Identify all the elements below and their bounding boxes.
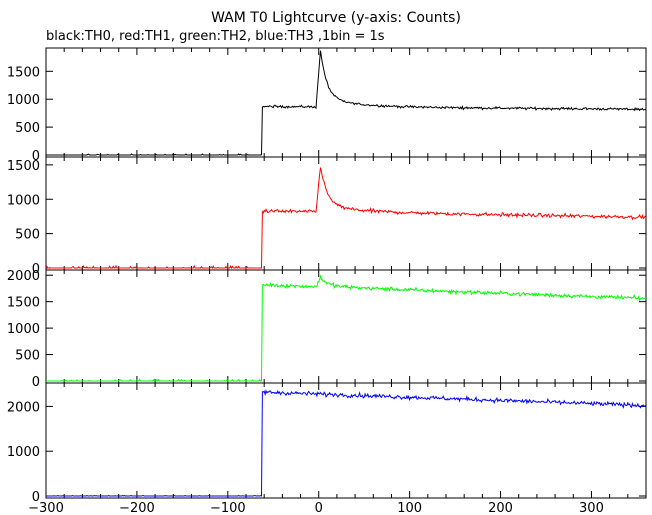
series-line-th3 (46, 389, 647, 497)
panels-group: 0500100015000500100015000500100015002000… (7, 47, 647, 515)
chart-subtitle: black:TH0, red:TH1, green:TH2, blue:TH3 … (46, 29, 385, 44)
y-tick-label: 1500 (7, 65, 40, 80)
panel-frame-4 (45, 382, 647, 499)
chart-title: WAM T0 Lightcurve (y-axis: Counts) (211, 10, 461, 26)
y-tick-label: 1000 (7, 193, 40, 208)
y-tick-label: 1500 (7, 296, 40, 311)
y-tick-label: 0 (32, 490, 40, 505)
x-tick-label: 100 (397, 501, 422, 515)
x-tick-label: 200 (488, 501, 513, 515)
y-tick-label: 500 (15, 121, 40, 136)
series-line-th1 (45, 167, 647, 270)
y-tick-label: 2000 (7, 400, 40, 415)
series-line-th0 (46, 50, 647, 156)
y-tick-label: 0 (32, 375, 40, 390)
y-tick-label: 1500 (7, 159, 40, 174)
y-tick-label: 500 (15, 349, 40, 364)
y-tick-label: 0 (32, 262, 40, 277)
x-tick-label: −100 (210, 501, 246, 515)
y-tick-label: 1000 (7, 445, 40, 460)
panel-frame-2 (45, 156, 647, 271)
x-tick-label: 300 (579, 501, 604, 515)
y-tick-label: 500 (15, 228, 40, 243)
x-tick-label: −200 (119, 501, 155, 515)
y-tick-label: 1000 (7, 93, 40, 108)
y-tick-label: 2000 (7, 269, 40, 284)
y-tick-label: 0 (32, 149, 40, 164)
y-tick-label: 1000 (7, 322, 40, 337)
series-line-th2 (46, 274, 647, 382)
x-tick-label: 0 (315, 501, 323, 515)
x-tick-label: −300 (28, 501, 64, 515)
